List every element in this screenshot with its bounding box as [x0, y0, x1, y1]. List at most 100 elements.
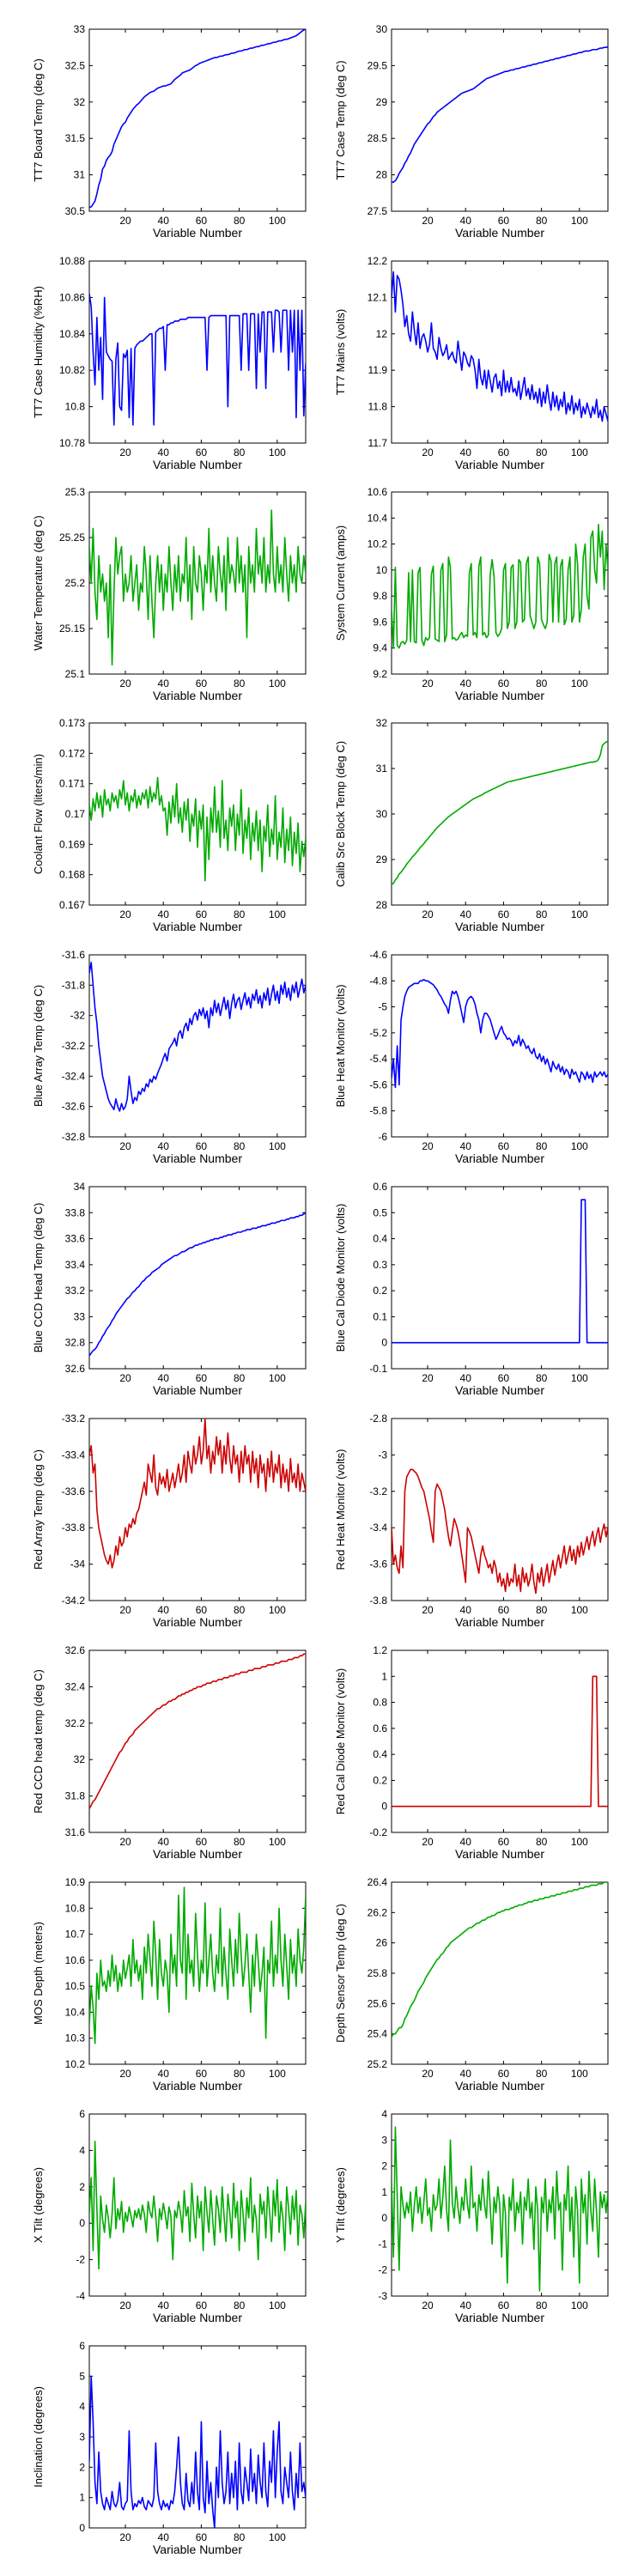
x-tick-label: 40 — [460, 1604, 472, 1616]
x-tick-label: 40 — [158, 2531, 170, 2543]
y-tick-label: 32.4 — [65, 1680, 86, 1692]
series-line — [392, 740, 608, 885]
y-axis-label: TT7 Mains (volts) — [334, 309, 347, 395]
y-tick-label: -5.6 — [369, 1078, 387, 1091]
y-tick-label: 31.6 — [65, 1826, 86, 1838]
x-tick-label: 100 — [571, 1836, 588, 1848]
x-axis-label: Variable Number — [153, 1151, 242, 1165]
y-tick-label: 10.2 — [65, 2058, 86, 2070]
plot-frame — [88, 1418, 307, 1601]
y-tick-label: 0.169 — [59, 838, 85, 850]
x-tick-label: 40 — [158, 2068, 170, 2080]
x-tick-label: 20 — [119, 1836, 131, 1848]
x-tick-label: 80 — [234, 677, 246, 690]
x-axis-label: Variable Number — [153, 226, 242, 240]
y-tick-label: 32 — [74, 96, 86, 108]
y-tick-label: 0.3 — [373, 1259, 387, 1271]
x-axis-label: Variable Number — [455, 920, 544, 933]
x-tick-label: 100 — [269, 1372, 286, 1384]
x-tick-label: 80 — [536, 1836, 548, 1848]
plot-frame — [88, 260, 307, 444]
x-tick-label: 80 — [234, 215, 246, 227]
y-tick-label: 10.8 — [65, 401, 86, 413]
y-tick-label: 10.82 — [59, 364, 85, 376]
y-tick-label: 0 — [79, 2217, 85, 2229]
y-tick-label: 0.171 — [59, 778, 85, 790]
x-tick-label: 20 — [422, 1372, 434, 1384]
x-tick-label: 80 — [234, 2300, 246, 2312]
x-axis-label: Variable Number — [455, 2311, 544, 2324]
chart-panel: 20 40 60 80 100 10.2 10.3 10.4 10.5 10.6 10.7 10.8 1… — [32, 1876, 307, 2093]
x-tick-label: 60 — [196, 2300, 208, 2312]
series-line — [89, 776, 306, 882]
x-tick-label: 40 — [460, 1372, 472, 1384]
x-tick-label: 40 — [158, 215, 170, 227]
y-tick-label: -32.2 — [62, 1040, 86, 1052]
x-axis-label: Variable Number — [153, 2543, 242, 2556]
y-tick-label: 10.86 — [59, 291, 85, 303]
x-tick-label: 80 — [234, 1836, 246, 1848]
y-tick-label: -33.6 — [62, 1485, 86, 1498]
y-axis-label: System Current (amps) — [334, 526, 347, 641]
y-tick-label: -6 — [378, 1131, 387, 1143]
x-tick-label: 20 — [119, 1604, 131, 1616]
y-tick-label: 10.4 — [65, 2006, 86, 2018]
y-axis-label: MOS Depth (meters) — [32, 1922, 45, 2025]
plot-frame — [88, 954, 307, 1138]
y-tick-label: -33.8 — [62, 1522, 86, 1534]
y-tick-label: 32.6 — [65, 1644, 86, 1656]
y-axis-label: TT7 Case Humidity (%RH) — [32, 286, 45, 418]
y-tick-label: 9.6 — [373, 616, 387, 628]
y-tick-label: 0.2 — [373, 1285, 387, 1297]
y-tick-label: 28 — [376, 899, 388, 911]
y-tick-label: -3 — [378, 1449, 387, 1461]
series-line — [392, 1882, 608, 2038]
y-tick-label: 10.78 — [59, 437, 85, 449]
y-tick-label: 26 — [376, 1937, 388, 1949]
y-axis-label: Blue Array Temp (deg C) — [32, 985, 45, 1107]
plot-frame — [391, 1881, 609, 2065]
y-tick-label: 6 — [79, 2108, 85, 2120]
y-axis-label: Blue Cal Diode Monitor (volts) — [334, 1204, 347, 1352]
y-tick-label: 28 — [376, 169, 388, 181]
y-tick-label: 2 — [79, 2181, 85, 2193]
x-axis-label: Variable Number — [153, 1847, 242, 1861]
y-tick-label: -32.8 — [62, 1131, 86, 1143]
plot-frame — [391, 954, 609, 1138]
y-tick-label: -32.6 — [62, 1101, 86, 1113]
x-axis-label: Variable Number — [455, 1151, 544, 1165]
y-tick-label: 4 — [381, 2108, 387, 2120]
x-tick-label: 40 — [158, 1836, 170, 1848]
plot-frame — [88, 1186, 307, 1370]
y-tick-label: 25.1 — [65, 668, 86, 680]
x-tick-label: 20 — [119, 2300, 131, 2312]
y-axis-label: Blue Heat Monitor (volts) — [334, 984, 347, 1107]
x-tick-label: 100 — [571, 2300, 588, 2312]
y-tick-label: -31.6 — [62, 949, 86, 961]
y-tick-label: -31.8 — [62, 979, 86, 991]
series-line — [392, 1199, 608, 1344]
y-tick-label: -5.4 — [369, 1053, 387, 1065]
y-tick-label: 0.4 — [373, 1233, 387, 1245]
y-tick-label: -34 — [70, 1558, 86, 1571]
y-tick-label: -2 — [76, 2254, 85, 2266]
y-tick-label: 10.2 — [368, 538, 388, 550]
y-tick-label: 33.4 — [65, 1259, 86, 1271]
x-tick-label: 80 — [536, 2068, 548, 2080]
x-axis-label: Variable Number — [455, 689, 544, 702]
y-tick-label: 0.6 — [373, 1181, 387, 1193]
x-tick-label: 40 — [460, 215, 472, 227]
x-tick-label: 100 — [269, 1140, 286, 1152]
plot-frame — [391, 491, 609, 675]
series-line — [392, 2126, 608, 2292]
chart-panel: 20 40 60 80 100 25.1 25.15 25.2 25.25 25.3 Variabl… — [32, 486, 307, 702]
y-axis-label: Red Cal Diode Monitor (volts) — [334, 1668, 347, 1815]
y-tick-label: 4 — [79, 2401, 85, 2413]
x-tick-label: 100 — [269, 447, 286, 459]
x-tick-label: 100 — [571, 1604, 588, 1616]
x-tick-label: 60 — [498, 2300, 510, 2312]
y-tick-label: 0.168 — [59, 869, 85, 881]
x-tick-label: 60 — [498, 1140, 510, 1152]
plot-frame — [391, 1649, 609, 1833]
y-tick-label: 0.6 — [373, 1722, 387, 1735]
